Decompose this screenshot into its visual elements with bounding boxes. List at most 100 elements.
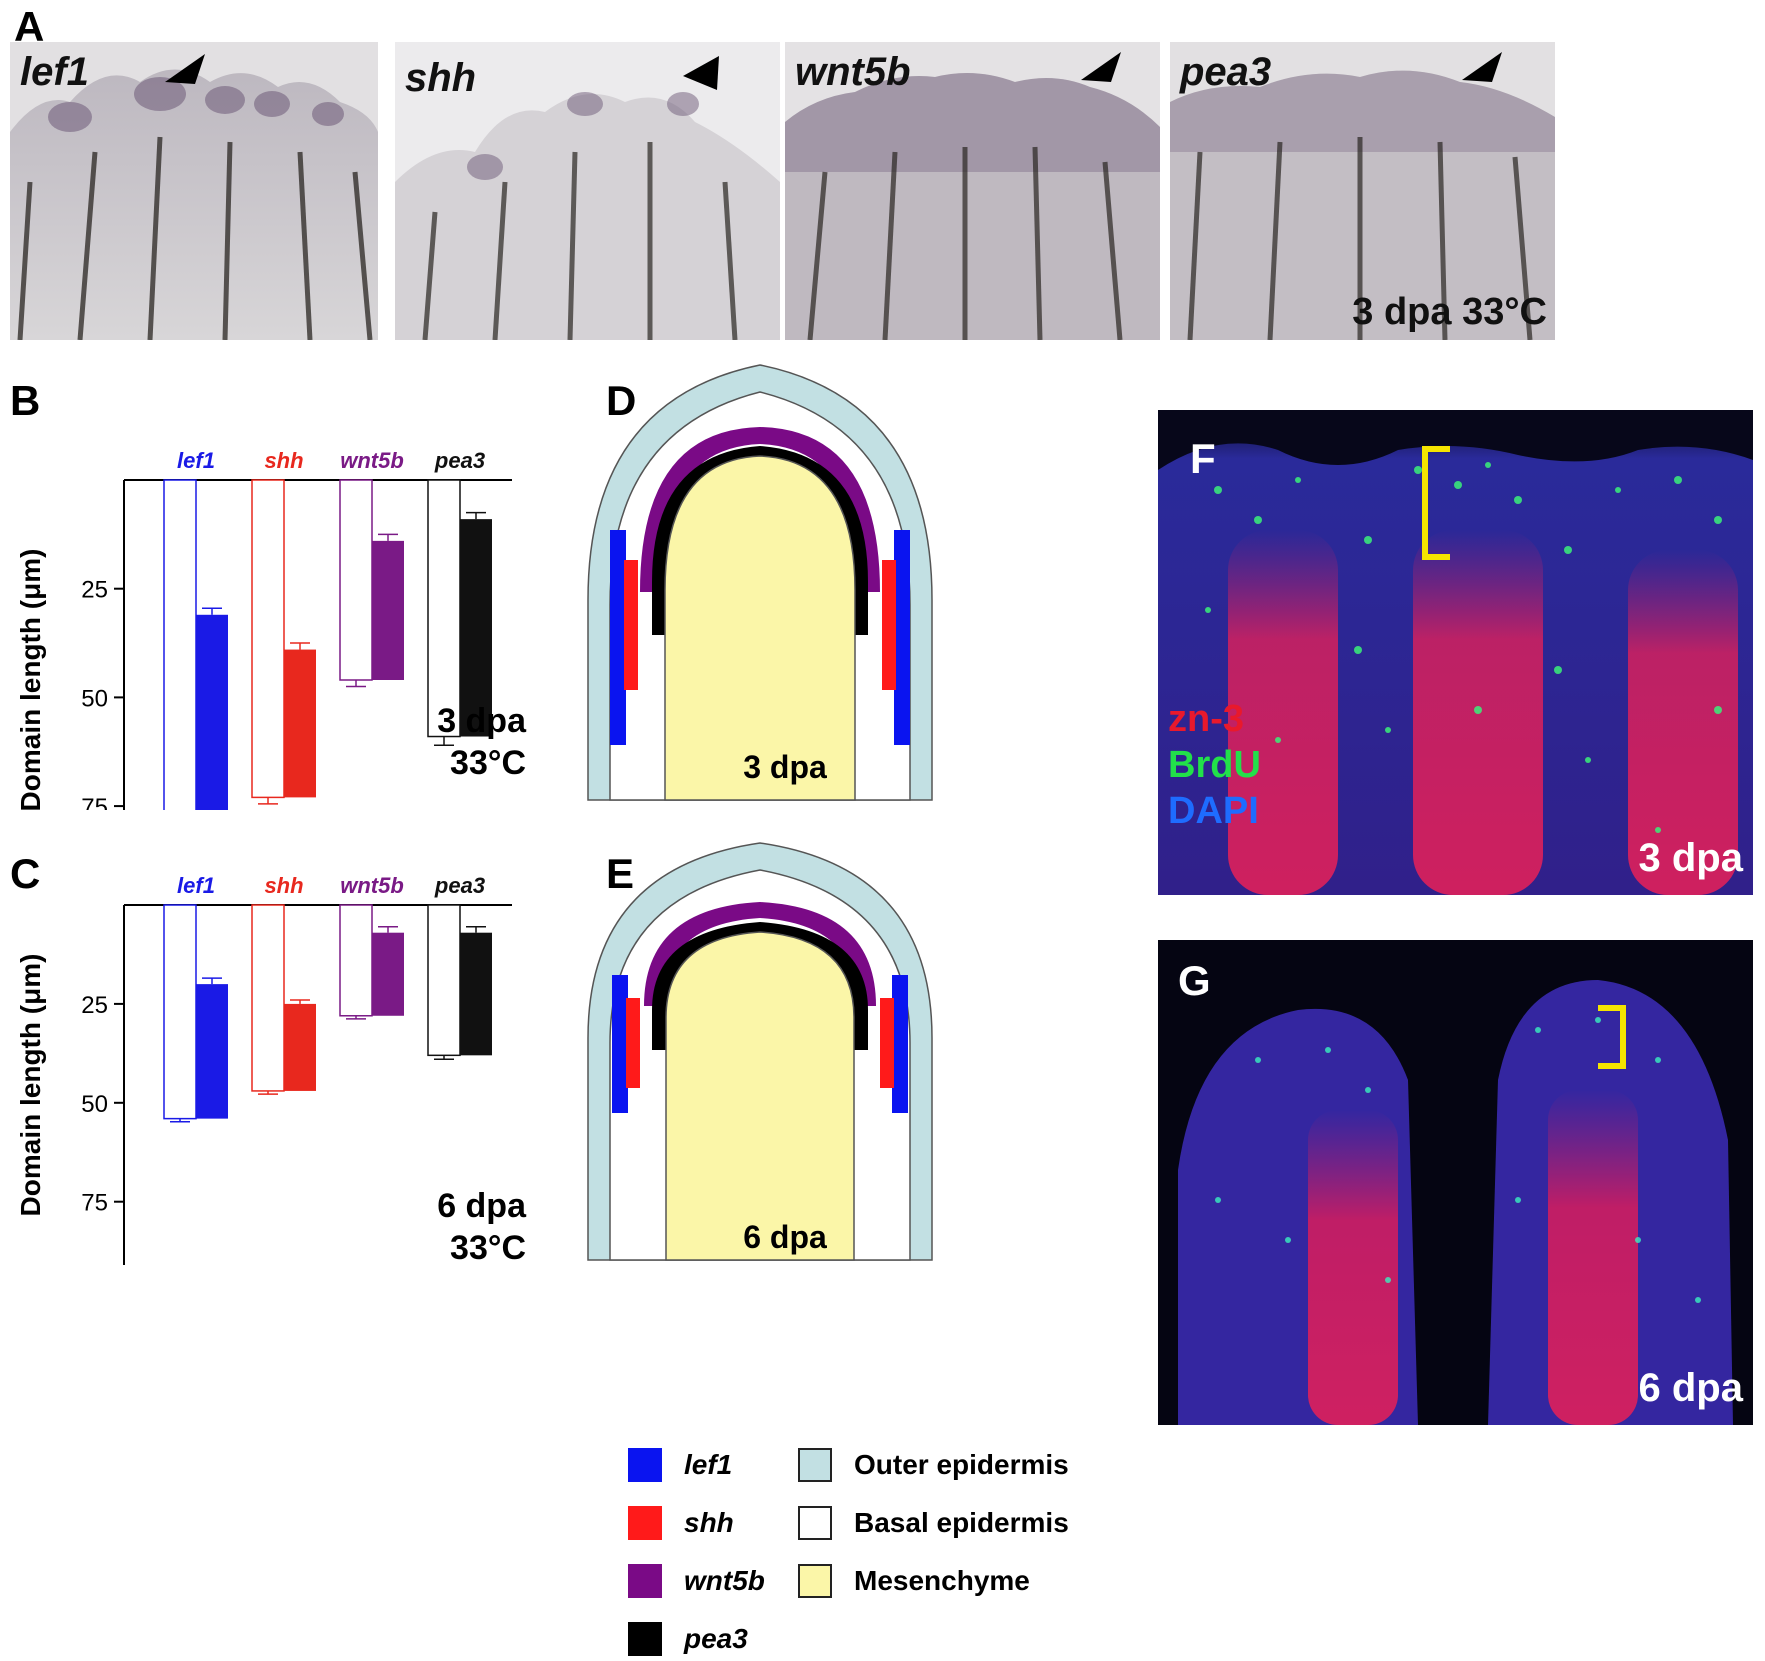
y-tick-label: 75 (81, 1190, 108, 1217)
y-tick-label: 50 (81, 685, 108, 712)
fin-photo-pea3: pea3 3 dpa 33°C (1170, 42, 1555, 340)
legend-item-lef1: lef1 (628, 1448, 732, 1482)
filled-bar (460, 932, 492, 1056)
filled-bar (284, 1003, 316, 1091)
filled-bar (284, 649, 316, 798)
mesenchyme-shape (665, 931, 855, 1261)
fin-photo-label: shh (405, 56, 477, 100)
category-label: lef1 (177, 873, 215, 898)
y-axis-label: Domain length (μm) (15, 549, 46, 810)
legend-swatch (628, 1448, 662, 1482)
fin-rays-illustration (785, 42, 1160, 340)
legend-item-mesenchyme: Mesenchyme (798, 1564, 1030, 1598)
chart-annotation: 33°C (450, 744, 526, 782)
open-bar (339, 904, 373, 1017)
mesenchyme-shape (664, 455, 856, 801)
category-label: pea3 (434, 448, 485, 473)
legend-label: lef1 (684, 1449, 733, 1480)
legend-label: Basal epidermis (854, 1507, 1069, 1538)
fluorescence-photo-6dpa: G 6 dpa (1158, 940, 1753, 1425)
fin-rays-illustration (1170, 42, 1555, 340)
fin-photo-label: wnt5b (795, 50, 911, 94)
fluorescence-illustration (1158, 410, 1753, 895)
panel-g-letter: G (1178, 957, 1211, 1004)
y-tick-label: 25 (81, 992, 108, 1019)
legend-label: Mesenchyme (854, 1565, 1030, 1596)
open-bar (163, 904, 197, 1120)
category-label: shh (264, 873, 303, 898)
stain-label-dapi: DAPI (1168, 790, 1259, 832)
legend-swatch (798, 1564, 832, 1598)
panel-e-letter: E (606, 850, 635, 897)
shh-domain-left (626, 998, 640, 1088)
category-label: wnt5b (340, 873, 404, 898)
panel-g-caption: 6 dpa (1638, 1366, 1743, 1410)
fin-photo-wnt5b: wnt5b (785, 42, 1160, 340)
proliferation-bracket (1598, 1005, 1626, 1069)
schematic-stage-label: 3 dpa (743, 749, 827, 785)
legend-item-outer-epidermis: Outer epidermis (798, 1448, 1069, 1482)
legend-swatch (798, 1506, 832, 1540)
fin-photo-lef1: lef1 (10, 42, 378, 340)
stain-label-brdu: BrdU (1168, 744, 1261, 786)
category-label: shh (264, 448, 303, 473)
lef1-domain-right (892, 975, 908, 1113)
wnt5b-domain (644, 902, 876, 1006)
legend-label: pea3 (684, 1623, 748, 1654)
shh-domain-left (624, 560, 638, 690)
chart-c: Domain length (μm) 25 50 75 lef1 shh wnt5b pea3… (0, 865, 560, 1285)
stain-label-zn3: zn-3 (1168, 698, 1244, 740)
arrowhead-icon (165, 54, 205, 84)
fluorescence-photo-3dpa: F zn-3 BrdU DAPI 3 dpa (1158, 410, 1753, 895)
panel-f-caption: 3 dpa (1638, 836, 1743, 880)
filled-bar (196, 984, 228, 1119)
shh-domain-right (880, 998, 894, 1088)
open-bar (427, 479, 461, 738)
chart-annotation: 6 dpa (437, 1187, 527, 1225)
filled-bar (460, 519, 492, 737)
open-bar (251, 904, 285, 1092)
y-tick-label: 50 (81, 1091, 108, 1118)
schematic-3dpa: 3 dpa (587, 364, 933, 801)
fluorescence-illustration (1158, 940, 1753, 1425)
legend-swatch (628, 1622, 662, 1656)
filled-bar (372, 540, 404, 680)
panel-a-letter: A (14, 3, 45, 50)
arrowhead-icon (683, 56, 719, 90)
open-bar (427, 904, 461, 1057)
legend-label: Outer epidermis (854, 1449, 1069, 1480)
filled-bar (372, 932, 404, 1016)
y-axis-label: Domain length (μm) (15, 954, 46, 1217)
open-bar (163, 479, 197, 810)
fin-rays-illustration (395, 42, 780, 340)
legend-swatch (798, 1448, 832, 1482)
chart-annotation: 33°C (450, 1229, 526, 1267)
fin-rays-illustration (10, 42, 378, 340)
category-label: lef1 (177, 448, 215, 473)
arrowhead-icon (1081, 52, 1121, 82)
legend-item-shh: shh (628, 1506, 734, 1540)
legend-label: wnt5b (684, 1565, 765, 1596)
legend-item-basal-epidermis: Basal epidermis (798, 1506, 1069, 1540)
shh-domain-right (882, 560, 896, 690)
open-bar (339, 479, 373, 681)
fin-photo-label: lef1 (20, 50, 89, 94)
lef1-domain-left (610, 530, 626, 745)
filled-bar (196, 614, 228, 810)
panel-c-letter: C (10, 850, 41, 897)
schematic-6dpa: 6 dpa (587, 842, 933, 1261)
schematic-stage-label: 6 dpa (743, 1219, 827, 1255)
chart-b: Domain length (μm) 25 50 75 lef1 shh wnt5b pea3… (0, 390, 560, 810)
category-label: wnt5b (340, 448, 404, 473)
legend-item-pea3: pea3 (628, 1622, 748, 1656)
lef1-domain-right (894, 530, 910, 745)
arrowhead-icon (1462, 52, 1502, 82)
panel-a-caption: 3 dpa 33°C (1352, 291, 1547, 333)
y-tick-label: 75 (81, 794, 108, 810)
stain-legend: zn-3 BrdU DAPI (1168, 696, 1261, 834)
panel-d-letter: D (606, 377, 637, 424)
fin-photo-label: pea3 (1180, 50, 1272, 94)
category-label: pea3 (434, 873, 485, 898)
panel-b-letter: B (10, 377, 41, 424)
panel-f-letter: F (1190, 435, 1216, 482)
